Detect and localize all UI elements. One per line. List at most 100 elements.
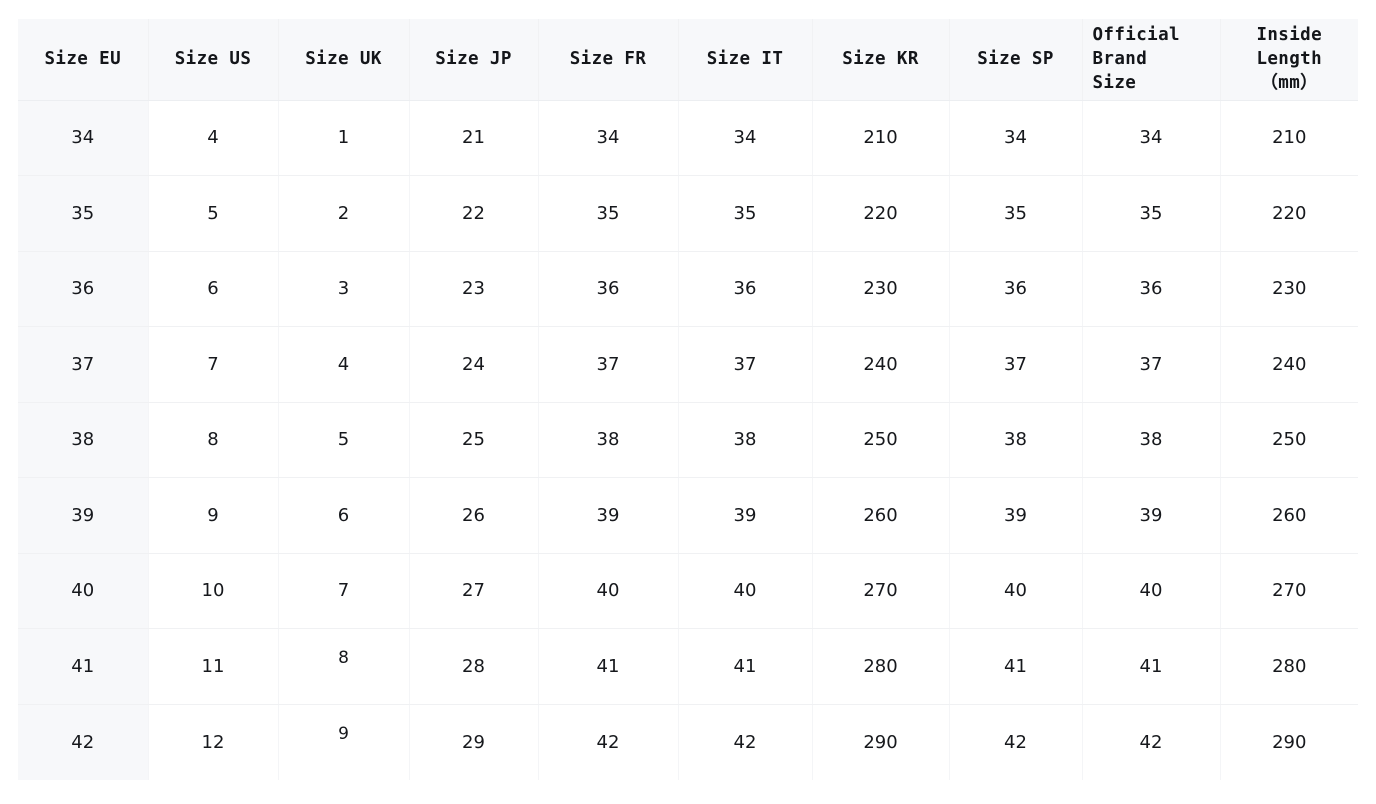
cell-us: 10 bbox=[148, 553, 279, 629]
cell-jp: 28 bbox=[409, 628, 539, 705]
cell-value: 11 bbox=[201, 655, 225, 677]
cell-sp: 42 bbox=[949, 704, 1083, 780]
table-header: Size EU Size US Size UK Size JP Size FR Size … bbox=[18, 19, 1358, 101]
cell-value: 10 bbox=[201, 580, 225, 602]
cell-value: 2 bbox=[337, 202, 350, 224]
cell-value: 280 bbox=[1272, 655, 1307, 677]
cell-value: 23 bbox=[462, 278, 485, 300]
table-row: 37 7 4 24 37 37 240 37 37 240 bbox=[18, 326, 1358, 403]
cell-official: 39 bbox=[1082, 477, 1221, 554]
cell-value: 36 bbox=[1004, 278, 1027, 300]
cell-kr: 290 bbox=[812, 704, 950, 780]
cell-sp: 36 bbox=[949, 251, 1083, 327]
cell-fr: 37 bbox=[538, 326, 679, 403]
cell-kr: 280 bbox=[812, 628, 950, 705]
cell-fr: 36 bbox=[538, 251, 679, 327]
table-row: 34 4 1 21 34 34 210 34 34 210 bbox=[18, 100, 1358, 176]
column-header-uk: Size UK bbox=[278, 19, 410, 101]
cell-value: 5 bbox=[337, 429, 350, 451]
cell-eu: 40 bbox=[18, 553, 149, 629]
cell-sp: 39 bbox=[949, 477, 1083, 554]
cell-value: 34 bbox=[1004, 127, 1027, 149]
table-row: 36 6 3 23 36 36 230 36 36 230 bbox=[18, 251, 1358, 327]
cell-value: 22 bbox=[462, 202, 485, 224]
cell-uk: 7 bbox=[278, 553, 410, 629]
column-header-inside_length: Inside Length （mm） bbox=[1220, 19, 1358, 101]
column-header-jp: Size JP bbox=[409, 19, 539, 101]
cell-inside_length: 270 bbox=[1220, 553, 1358, 629]
cell-value: 8 bbox=[207, 429, 219, 451]
cell-uk: 6 bbox=[278, 477, 410, 554]
cell-value: 34 bbox=[71, 127, 95, 149]
cell-value: 40 bbox=[71, 580, 95, 602]
cell-value: 12 bbox=[201, 731, 225, 753]
cell-value: 39 bbox=[71, 504, 95, 526]
cell-sp: 40 bbox=[949, 553, 1083, 629]
cell-us: 12 bbox=[148, 704, 279, 780]
cell-official: 38 bbox=[1082, 402, 1221, 478]
cell-it: 34 bbox=[678, 100, 813, 176]
cell-value: 42 bbox=[71, 731, 95, 753]
column-header-line: （mm） bbox=[1260, 73, 1319, 94]
cell-us: 11 bbox=[148, 628, 279, 705]
cell-value: 9 bbox=[338, 723, 349, 744]
cell-value: 41 bbox=[71, 655, 95, 677]
cell-value: 38 bbox=[733, 429, 757, 451]
cell-value: 270 bbox=[863, 580, 898, 602]
cell-sp: 41 bbox=[949, 628, 1083, 705]
cell-jp: 25 bbox=[409, 402, 539, 478]
cell-value: 230 bbox=[1272, 278, 1307, 300]
cell-value: 39 bbox=[733, 504, 757, 526]
cell-value: 4 bbox=[207, 127, 219, 149]
cell-sp: 35 bbox=[949, 175, 1083, 252]
cell-value: 230 bbox=[863, 278, 898, 300]
cell-it: 42 bbox=[678, 704, 813, 780]
table-row: 40 10 7 27 40 40 270 40 40 270 bbox=[18, 553, 1358, 629]
cell-it: 35 bbox=[678, 175, 813, 252]
cell-jp: 24 bbox=[409, 326, 539, 403]
cell-value: 7 bbox=[207, 353, 219, 375]
cell-value: 34 bbox=[733, 127, 757, 149]
cell-value: 39 bbox=[596, 504, 620, 526]
cell-value: 38 bbox=[1004, 429, 1027, 451]
cell-value: 34 bbox=[1139, 127, 1163, 149]
cell-inside_length: 210 bbox=[1220, 100, 1358, 176]
cell-eu: 35 bbox=[18, 175, 149, 252]
cell-value: 6 bbox=[207, 278, 219, 300]
column-header-eu: Size EU bbox=[18, 19, 149, 101]
cell-value: 25 bbox=[462, 429, 485, 451]
cell-value: 27 bbox=[462, 580, 485, 602]
cell-value: 3 bbox=[337, 278, 350, 300]
cell-value: 24 bbox=[462, 353, 485, 375]
cell-official: 35 bbox=[1082, 175, 1221, 252]
cell-it: 36 bbox=[678, 251, 813, 327]
cell-fr: 38 bbox=[538, 402, 679, 478]
cell-value: 41 bbox=[596, 655, 620, 677]
cell-eu: 39 bbox=[18, 477, 149, 554]
cell-official: 42 bbox=[1082, 704, 1221, 780]
cell-value: 41 bbox=[1139, 655, 1163, 677]
cell-value: 42 bbox=[596, 731, 620, 753]
cell-value: 35 bbox=[596, 202, 620, 224]
table-row: 35 5 2 22 35 35 220 35 35 220 bbox=[18, 175, 1358, 252]
cell-value: 37 bbox=[1004, 353, 1027, 375]
table-body: 34 4 1 21 34 34 210 34 34 210 35 5 2 22 35 35 220 35 35 220… bbox=[18, 100, 1358, 780]
cell-eu: 37 bbox=[18, 326, 149, 403]
cell-value: 37 bbox=[1139, 353, 1163, 375]
cell-value: 40 bbox=[596, 580, 620, 602]
cell-eu: 36 bbox=[18, 251, 149, 327]
cell-value: 4 bbox=[337, 353, 350, 375]
cell-value: 35 bbox=[71, 202, 95, 224]
cell-eu: 42 bbox=[18, 704, 149, 780]
cell-jp: 26 bbox=[409, 477, 539, 554]
cell-uk: 1 bbox=[278, 100, 410, 176]
cell-value: 36 bbox=[733, 278, 757, 300]
cell-value: 260 bbox=[1272, 504, 1307, 526]
cell-kr: 230 bbox=[812, 251, 950, 327]
cell-jp: 22 bbox=[409, 175, 539, 252]
cell-value: 36 bbox=[71, 278, 95, 300]
cell-uk: 8 bbox=[278, 628, 410, 705]
cell-us: 5 bbox=[148, 175, 279, 252]
cell-value: 7 bbox=[337, 580, 350, 602]
cell-value: 36 bbox=[596, 278, 620, 300]
